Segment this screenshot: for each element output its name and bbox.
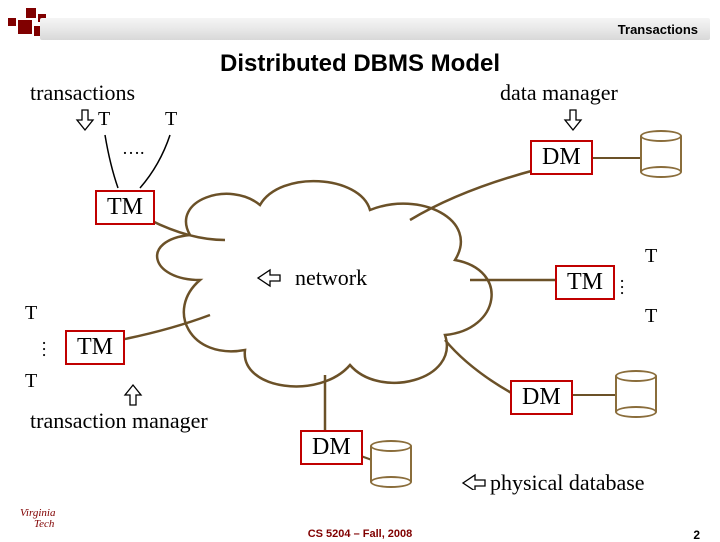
cylinder-2: [370, 440, 412, 488]
vdots-2: …: [624, 278, 630, 296]
hdots-1: ….: [122, 138, 145, 159]
footer-center: CS 5204 – Fall, 2008: [0, 528, 720, 540]
label-transaction-manager: transaction manager: [30, 408, 208, 434]
t-label-2: T: [165, 108, 177, 131]
tm-box-1: TM: [95, 190, 155, 225]
cylinder-1: [640, 130, 682, 178]
label-network: network: [295, 265, 367, 291]
label-transactions: transactions: [30, 80, 135, 106]
t-label-5: T: [645, 245, 657, 268]
t-label-4: T: [25, 370, 37, 393]
header-bar: Transactions: [40, 18, 710, 40]
label-data-manager: data manager: [500, 80, 618, 106]
t-label-3: T: [25, 302, 37, 325]
header-label: Transactions: [618, 22, 698, 37]
t-label-1: T: [98, 108, 110, 131]
dm-box-1: DM: [530, 140, 593, 175]
t-label-6: T: [645, 305, 657, 328]
slide-title: Distributed DBMS Model: [0, 50, 720, 78]
tm-box-2: TM: [65, 330, 125, 365]
diagram-area: transactions data manager network transa…: [0, 80, 720, 490]
vdots-1: …: [46, 340, 52, 358]
dm-box-3: DM: [510, 380, 573, 415]
tm-box-3: TM: [555, 265, 615, 300]
vt-logo: Virginia Tech: [20, 508, 55, 530]
cylinder-3: [615, 370, 657, 418]
dm-box-2: DM: [300, 430, 363, 465]
label-physical-database: physical database: [490, 470, 645, 496]
